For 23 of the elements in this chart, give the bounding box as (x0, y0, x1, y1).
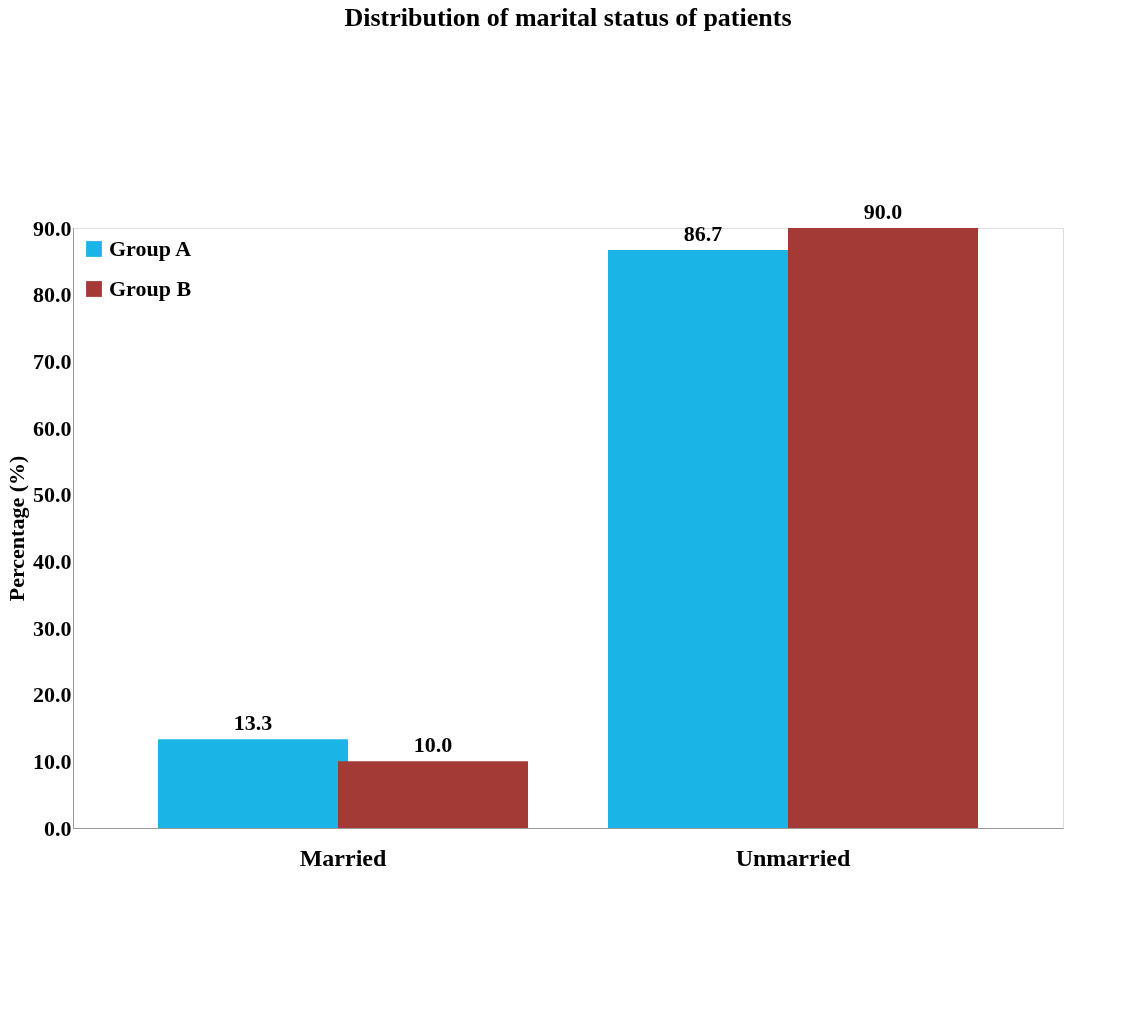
data-label: 13.3 (233, 710, 273, 736)
data-label: 86.7 (683, 221, 723, 246)
y-tick-label: 90.0 (33, 215, 72, 241)
y-tick-label: 80.0 (33, 282, 72, 308)
y-tick-label: 70.0 (33, 348, 72, 374)
y-tick-label: 10.0 (33, 748, 72, 774)
y-tick-label: 20.0 (33, 682, 72, 708)
y-tick-label: 60.0 (33, 415, 72, 441)
x-tick-label: Married (299, 844, 387, 871)
x-tick-label: Unmarried (735, 844, 851, 871)
y-tick-label: 30.0 (33, 615, 72, 641)
y-axis-title: Percentage (%) (4, 455, 29, 602)
bar (338, 761, 528, 828)
bar (158, 739, 348, 828)
y-tick-label: 0.0 (44, 815, 72, 841)
bar (788, 228, 978, 828)
data-label: 90.0 (863, 199, 903, 224)
chart-title: Distribution of marital status of patients (344, 3, 792, 32)
y-tick-label: 40.0 (33, 548, 72, 574)
data-label: 10.0 (413, 732, 453, 758)
legend-label: Group A (109, 236, 192, 261)
y-tick-label: 50.0 (33, 482, 72, 508)
legend-label: Group B (109, 276, 192, 301)
